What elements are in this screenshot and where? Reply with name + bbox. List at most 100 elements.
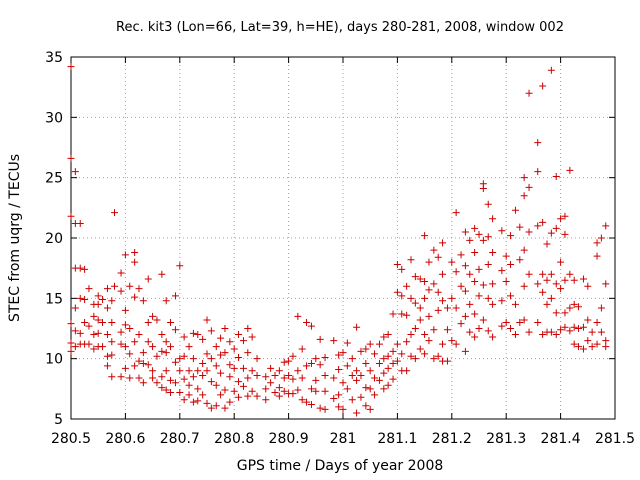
data-point — [117, 328, 125, 336]
data-point — [411, 299, 419, 307]
data-point — [439, 270, 447, 278]
x-axis-label: GPS time / Days of year 2008 — [237, 458, 444, 474]
data-point — [126, 282, 134, 290]
data-point — [307, 401, 315, 409]
data-point — [144, 361, 152, 369]
data-point — [384, 381, 392, 389]
data-point — [153, 316, 161, 324]
data-point — [171, 358, 179, 366]
data-point — [393, 261, 401, 269]
data-point — [552, 172, 560, 180]
data-point — [584, 282, 592, 290]
data-point — [244, 325, 252, 332]
data-point — [153, 379, 161, 387]
data-point — [330, 337, 338, 345]
data-point — [207, 327, 215, 335]
data-point — [103, 331, 111, 339]
data-point — [81, 265, 89, 273]
data-point — [199, 335, 207, 343]
data-point — [371, 374, 379, 382]
data-point — [221, 325, 229, 332]
data-point — [597, 304, 605, 312]
data-point — [185, 391, 193, 399]
data-point — [452, 304, 460, 312]
data-point — [588, 343, 596, 351]
data-point — [520, 316, 528, 324]
data-point — [366, 340, 374, 348]
data-point — [139, 379, 147, 387]
data-point — [94, 300, 102, 308]
data-point — [71, 343, 79, 351]
data-point — [489, 215, 497, 223]
data-point — [235, 331, 243, 339]
data-point — [239, 382, 247, 390]
data-point — [343, 362, 351, 370]
data-point — [275, 392, 283, 400]
data-point — [158, 384, 166, 392]
data-point — [547, 66, 555, 74]
data-point — [94, 316, 102, 324]
data-point — [448, 294, 456, 302]
data-point — [167, 318, 175, 326]
data-point — [443, 357, 451, 365]
data-point — [280, 358, 288, 366]
data-point — [602, 337, 610, 345]
data-point — [471, 248, 479, 256]
x-tick-label: 281.5 — [595, 431, 635, 447]
data-point — [248, 387, 256, 395]
data-point — [81, 318, 89, 326]
data-point — [262, 396, 270, 404]
data-point — [539, 331, 547, 339]
data-point — [362, 345, 370, 353]
data-point — [403, 338, 411, 346]
data-point — [484, 294, 492, 302]
data-point — [189, 373, 197, 381]
data-point — [597, 328, 605, 336]
data-point — [570, 340, 578, 348]
data-point — [262, 385, 270, 393]
data-point — [126, 374, 134, 382]
data-point — [421, 277, 429, 285]
data-point — [403, 367, 411, 375]
data-point — [430, 280, 438, 288]
data-point — [103, 362, 111, 370]
data-point — [511, 300, 519, 308]
data-point — [149, 367, 157, 375]
data-point — [203, 316, 211, 324]
data-point — [353, 367, 361, 375]
data-point — [489, 333, 497, 341]
data-point — [425, 312, 433, 320]
data-point — [561, 276, 569, 284]
data-point — [407, 294, 415, 302]
data-point — [339, 379, 347, 387]
data-point — [430, 355, 438, 363]
data-point — [457, 320, 465, 328]
data-point — [552, 224, 560, 232]
data-point — [516, 318, 524, 326]
data-point — [543, 240, 551, 248]
data-point — [207, 355, 215, 363]
data-point — [321, 405, 329, 413]
data-point — [131, 338, 139, 346]
data-point — [398, 265, 406, 273]
data-point — [212, 343, 220, 351]
data-point — [461, 287, 469, 295]
y-tick-label: 15 — [45, 291, 63, 307]
data-point — [226, 398, 234, 406]
data-point — [235, 353, 243, 361]
data-point — [221, 349, 229, 357]
data-point — [312, 355, 320, 363]
data-point — [452, 209, 460, 217]
data-point — [294, 386, 302, 394]
data-point — [189, 329, 197, 337]
data-point — [557, 285, 565, 293]
data-point — [525, 89, 533, 97]
data-point — [498, 297, 506, 305]
x-tick-label: 280.6 — [105, 431, 145, 447]
data-point — [371, 350, 379, 358]
data-point — [479, 316, 487, 324]
data-point — [448, 337, 456, 345]
data-point — [85, 340, 93, 348]
data-point — [221, 404, 229, 412]
y-tick-label: 35 — [45, 50, 63, 66]
